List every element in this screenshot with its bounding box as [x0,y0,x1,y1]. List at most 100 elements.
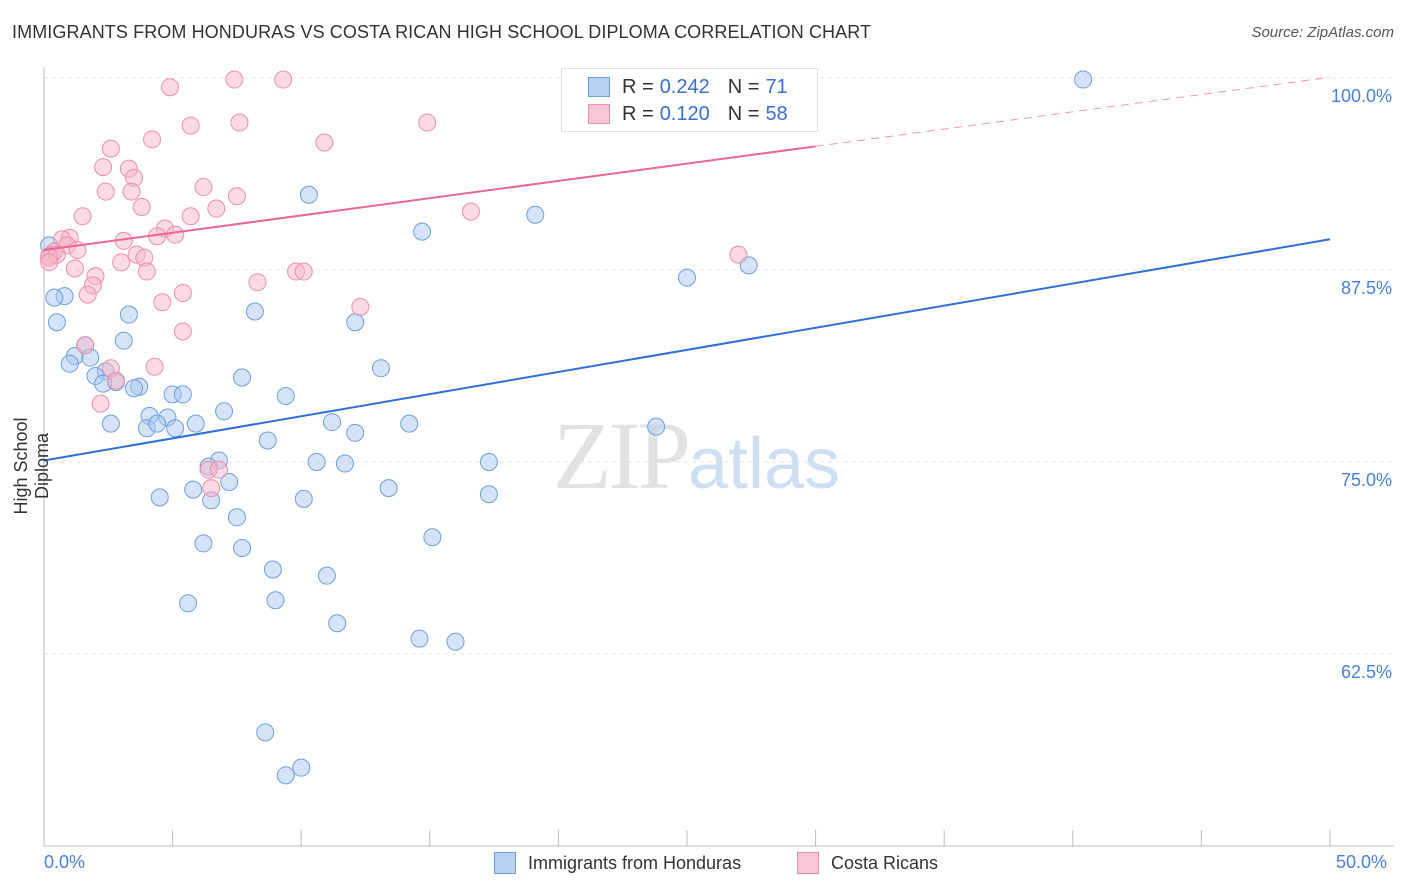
bottom-legend-honduras: Immigrants from Honduras [494,852,741,874]
legend-swatch-blue [494,852,516,874]
bottom-legend-costa-ricans: Costa Ricans [797,852,938,874]
chart-title: IMMIGRANTS FROM HONDURAS VS COSTA RICAN … [12,22,872,42]
data-point-costa-ricans [73,207,92,226]
trend-line-honduras [43,238,1331,462]
data-point-costa-ricans [729,245,748,264]
trend-line-costa-ricans [43,145,816,252]
data-point-costa-ricans [248,273,267,292]
data-point-honduras [101,414,120,433]
data-point-honduras [479,453,498,471]
data-point-honduras [233,539,252,558]
data-point-costa-ricans [101,139,120,158]
data-point-costa-ricans [181,207,200,226]
data-point-costa-ricans [294,262,313,281]
data-point-honduras [678,268,696,287]
data-point-honduras [400,414,419,433]
legend-swatch-pink [588,104,610,124]
source-label: Source: ZipAtlas.com [1251,24,1394,41]
data-point-costa-ricans [78,285,97,304]
data-point-honduras [186,414,205,433]
data-point-costa-ricans [274,70,293,89]
data-point-honduras [119,305,138,324]
data-point-honduras [256,723,275,742]
data-point-costa-ricans [173,284,192,303]
data-point-costa-ricans [122,182,141,201]
y-tick-label: 87.5% [1340,278,1392,298]
data-point-costa-ricans [227,187,246,206]
data-point-costa-ricans [145,357,164,376]
data-point-honduras [227,508,246,527]
data-point-costa-ricans [112,253,131,272]
data-point-honduras [413,222,432,241]
data-point-costa-ricans [65,259,84,278]
data-point-honduras [446,632,465,651]
trend-line-extension [815,76,1331,147]
data-point-costa-ricans [351,297,370,316]
r-label: R = [622,102,654,125]
data-point-costa-ricans [181,116,200,135]
data-point-honduras [328,614,347,633]
data-point-costa-ricans [107,371,126,390]
data-point-costa-ricans [94,158,113,177]
data-point-honduras [379,479,398,498]
data-point-honduras [258,431,277,450]
data-point-honduras [148,414,167,433]
data-point-honduras [276,766,295,785]
data-point-honduras [292,758,311,777]
data-point-honduras [346,313,365,332]
data-point-honduras [166,419,185,438]
data-point-honduras [323,413,342,432]
data-point-costa-ricans [91,394,110,413]
y-tick-label: 62.5% [1340,662,1392,682]
y-tick-label: 100.0% [1330,86,1392,106]
data-point-honduras [60,354,79,373]
r-value: 0.242 [659,75,710,98]
data-point-costa-ricans [137,262,156,281]
data-point-costa-ricans [461,202,480,221]
data-point-honduras [215,402,234,421]
data-point-costa-ricans [143,130,162,149]
n-value: 58 [765,102,788,125]
data-point-costa-ricans [153,293,172,312]
data-point-costa-ricans [96,182,115,201]
data-point-honduras [335,454,354,473]
data-point-costa-ricans [315,133,334,152]
data-point-honduras [307,453,326,471]
r-label: R = [622,75,654,98]
legend-swatch-pink [797,852,819,874]
data-point-costa-ricans [166,225,185,244]
data-point-honduras [647,417,666,436]
data-point-costa-ricans [173,322,192,341]
data-point-honduras [220,472,239,491]
data-point-honduras [294,489,313,508]
data-point-honduras [47,313,66,332]
data-point-costa-ricans [418,113,437,132]
data-point-costa-ricans [40,253,59,272]
data-point-honduras [266,591,285,610]
data-point-honduras [371,359,390,378]
n-label: N = [727,102,760,125]
data-point-honduras [125,379,144,398]
data-point-costa-ricans [132,198,151,217]
data-point-honduras [276,386,295,405]
data-point-honduras [194,534,213,553]
data-point-costa-ricans [76,336,95,355]
data-point-honduras [479,485,498,504]
data-point-honduras [179,594,198,613]
data-point-honduras [263,560,282,579]
watermark: ZIPatlas [553,402,841,509]
legend: R = 0.242 N = 71 R = 0.120 N = 58 [561,68,818,132]
data-point-honduras [184,480,203,499]
data-point-honduras [1074,70,1093,89]
data-point-honduras [245,302,264,321]
data-point-costa-ricans [161,78,180,97]
legend-row-honduras: R = 0.242 N = 71 [588,76,806,98]
data-point-honduras [317,566,336,585]
data-point-honduras [45,288,64,307]
x-tick-label: 50.0% [1336,852,1388,872]
data-point-costa-ricans [230,113,249,132]
data-point-honduras [410,629,429,648]
n-label: N = [727,75,760,98]
data-point-honduras [423,528,442,547]
